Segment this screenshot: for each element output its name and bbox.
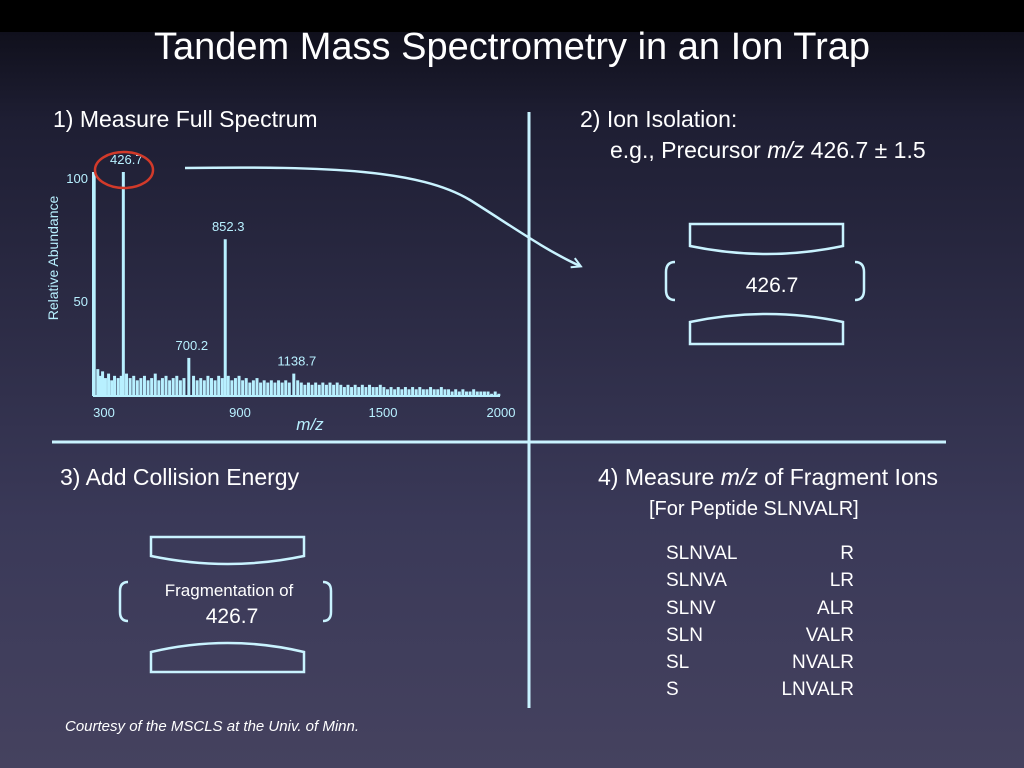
step2-prefix: e.g., Precursor — [610, 137, 768, 163]
top-bar — [0, 0, 1024, 32]
frag-trap-top-electrode — [149, 535, 306, 566]
fragment-right: NVALR — [792, 652, 854, 674]
step3-label: 3) Add Collision Energy — [60, 464, 300, 490]
fragmentation-label: Fragmentation of — [165, 581, 294, 600]
peak-label-1138.7: 1138.7 — [277, 354, 316, 369]
step4-suffix: of Fragment Ions — [757, 464, 939, 490]
frag-trap-left-bracket — [118, 580, 129, 623]
fragment-left: SLNVA — [666, 570, 727, 592]
x-tick-900: 900 — [229, 405, 251, 420]
step2-precursor: e.g., Precursor m/z 426.7 ± 1.5 — [610, 137, 926, 164]
fragment-right: LNVALR — [781, 679, 854, 701]
step2-mz: m/z — [767, 137, 805, 163]
slide-title: Tandem Mass Spectrometry in an Ion Trap — [154, 26, 870, 68]
fragment-row: SLN VALR — [666, 622, 854, 649]
step2-label: 2) Ion Isolation: — [580, 106, 738, 132]
step4-mz: m/z — [720, 464, 758, 490]
fragment-left: SLNVAL — [666, 543, 738, 564]
fragment-row: SLNVAL R — [666, 540, 854, 567]
y-axis-label: Relative Abundance — [45, 196, 61, 321]
x-tick-300: 300 — [93, 405, 115, 420]
fragment-left: SL — [666, 652, 690, 674]
step4-prefix: 4) Measure — [598, 464, 721, 490]
trap-bottom-electrode — [688, 312, 845, 346]
y-tick-50: 50 — [74, 294, 88, 309]
noise-peaks — [92, 172, 501, 396]
fragment-row: SL NVALR — [666, 649, 854, 676]
peak-label-700.2: 700.2 — [176, 338, 209, 353]
fragment-table: SLNVAL R SLNVA LR SLNV ALR SLN VALR SL NVALR S LNVA… — [666, 540, 854, 704]
trap-top-electrode — [688, 222, 845, 256]
step1-label: 1) Measure Full Spectrum — [53, 106, 318, 132]
isolated-ion-value: 426.7 — [746, 274, 799, 297]
frag-trap-bottom-electrode — [149, 641, 306, 674]
trap-left-bracket — [664, 260, 676, 302]
precursor-highlight-circle — [93, 150, 155, 190]
step2-value: 426.7 ± 1.5 — [804, 137, 926, 163]
fragment-left: SLNV — [666, 597, 716, 619]
ion-trap-isolation: 426.7 — [664, 222, 866, 346]
x-tick-1500: 1500 — [369, 405, 398, 420]
peak-labels: 426.7 852.3 700.2 1138.7 — [110, 152, 316, 369]
fragment-right: LR — [829, 570, 854, 592]
ion-trap-fragmentation: Fragmentation of 426.7 — [118, 535, 333, 674]
fragment-left: S — [666, 679, 679, 701]
frag-trap-right-bracket — [322, 580, 333, 623]
courtesy-note: Courtesy of the MSCLS at the Univ. of Mi… — [65, 718, 360, 735]
y-tick-100: 100 — [66, 171, 88, 186]
x-axis-label: m/z — [296, 415, 324, 434]
fragment-row: SLNV ALR — [666, 595, 854, 622]
fragment-right: ALR — [817, 597, 854, 619]
peak-label-852.3: 852.3 — [212, 219, 245, 234]
fragment-left: SLN — [666, 624, 703, 646]
fragment-row: SLNVA LR — [666, 567, 854, 594]
peak-label-426.7: 426.7 — [110, 152, 143, 167]
mass-spectrum-chart: 426.7 852.3 700.2 1138.7 100 50 300 900 150… — [45, 150, 516, 434]
isolation-arrow — [184, 166, 580, 266]
x-tick-2000: 2000 — [487, 405, 516, 420]
step4-label: 4) Measure m/z of Fragment Ions — [598, 464, 938, 491]
step4-subtitle: [For Peptide SLNVALR] — [649, 498, 859, 520]
fragment-row: S LNVALR — [666, 676, 854, 703]
fragmentation-value: 426.7 — [206, 605, 259, 628]
trap-right-bracket — [854, 260, 866, 302]
major-peaks — [121, 172, 296, 396]
fragment-right: VALR — [805, 624, 854, 646]
fragment-right: R — [840, 543, 854, 564]
